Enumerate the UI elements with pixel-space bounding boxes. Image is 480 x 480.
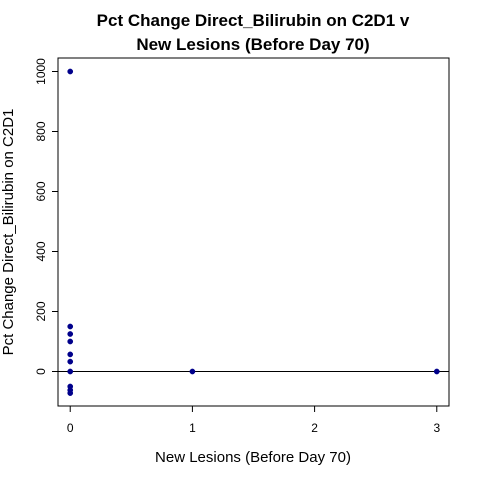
y-tick-label-1: 200 (34, 301, 48, 321)
data-point-0 (67, 68, 74, 75)
y-tick-label-2: 400 (34, 241, 48, 261)
y-tick-label-4: 800 (34, 121, 48, 141)
y-axis-label: Pct Change Direct_Bilirubin on C2D1 (0, 109, 17, 356)
data-point-1 (67, 323, 74, 330)
y-tick-label-3: 600 (34, 181, 48, 201)
data-point-4 (67, 351, 74, 358)
data-points (67, 68, 440, 396)
data-point-3 (67, 338, 74, 345)
x-axis-label: New Lesions (Before Day 70) (155, 449, 351, 466)
y-axis: 0 200 400 600 800 1000 (34, 58, 58, 375)
chart-title-line-2: New Lesions (Before Day 70) (136, 35, 369, 54)
data-point-9 (67, 390, 74, 396)
y-tick-label-5: 1000 (34, 58, 48, 85)
x-tick-label-2: 2 (311, 421, 318, 435)
plot-frame (57, 57, 450, 407)
data-point-11 (433, 368, 440, 375)
x-axis: 0 1 2 3 (67, 406, 440, 435)
data-point-2 (67, 331, 74, 337)
x-tick-label-0: 0 (67, 421, 74, 435)
x-tick-label-3: 3 (433, 421, 440, 435)
chart-title-line-1: Pct Change Direct_Bilirubin on C2D1 v (97, 11, 410, 30)
data-point-6 (67, 368, 74, 375)
x-tick-label-1: 1 (189, 421, 196, 435)
data-point-10 (189, 368, 196, 375)
y-tick-label-0: 0 (34, 368, 48, 375)
data-point-5 (67, 358, 74, 365)
